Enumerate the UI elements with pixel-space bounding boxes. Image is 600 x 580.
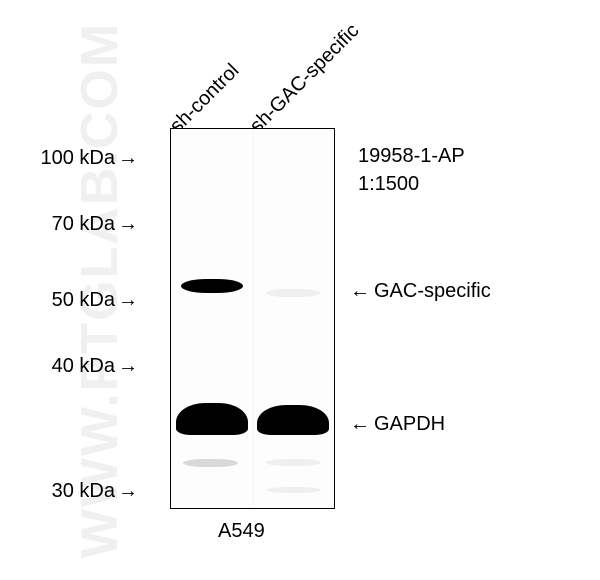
lane-divider bbox=[253, 129, 254, 508]
band-nonspecific-lane2a bbox=[266, 459, 321, 466]
target-text: GAC-specific bbox=[374, 280, 491, 302]
mw-label-30: 30 kDa→ bbox=[38, 480, 138, 503]
mw-text: 40 kDa bbox=[52, 355, 115, 377]
arrow-right-icon: → bbox=[118, 480, 138, 503]
arrow-right-icon: → bbox=[118, 289, 138, 312]
mw-text: 70 kDa bbox=[52, 213, 115, 235]
band-gapdh-lane2 bbox=[257, 405, 329, 435]
band-gac-lane2-faint bbox=[266, 289, 321, 297]
mw-label-50: 50 kDa→ bbox=[38, 289, 138, 312]
cell-line-label: A549 bbox=[218, 520, 265, 543]
loading-control-label: ←GAPDH bbox=[350, 413, 445, 436]
arrow-left-icon: ← bbox=[350, 413, 370, 436]
mw-text: 30 kDa bbox=[52, 480, 115, 502]
lane-header-gac: sh-GAC-specific bbox=[246, 20, 364, 138]
mw-label-70: 70 kDa→ bbox=[38, 213, 138, 236]
dilution-label: 1:1500 bbox=[358, 173, 419, 196]
arrow-left-icon: ← bbox=[350, 280, 370, 303]
target-band-label: ←GAC-specific bbox=[350, 280, 491, 303]
antibody-id-label: 19958-1-AP bbox=[358, 145, 465, 168]
band-nonspecific-lane1 bbox=[183, 459, 238, 467]
arrow-right-icon: → bbox=[118, 355, 138, 378]
band-nonspecific-lane2b bbox=[266, 487, 321, 493]
mw-label-100: 100 kDa→ bbox=[38, 147, 138, 170]
band-gapdh-lane1 bbox=[176, 403, 248, 435]
western-blot-figure: 100 kDa→ 70 kDa→ 50 kDa→ 40 kDa→ 30 kDa→… bbox=[0, 0, 600, 580]
loading-text: GAPDH bbox=[374, 413, 445, 435]
arrow-right-icon: → bbox=[118, 213, 138, 236]
mw-text: 100 kDa bbox=[41, 147, 116, 169]
arrow-right-icon: → bbox=[118, 147, 138, 170]
lane-header-control: sh-control bbox=[166, 60, 244, 138]
blot-membrane bbox=[170, 128, 335, 509]
mw-text: 50 kDa bbox=[52, 289, 115, 311]
band-gac-lane1 bbox=[181, 279, 243, 293]
mw-label-40: 40 kDa→ bbox=[38, 355, 138, 378]
